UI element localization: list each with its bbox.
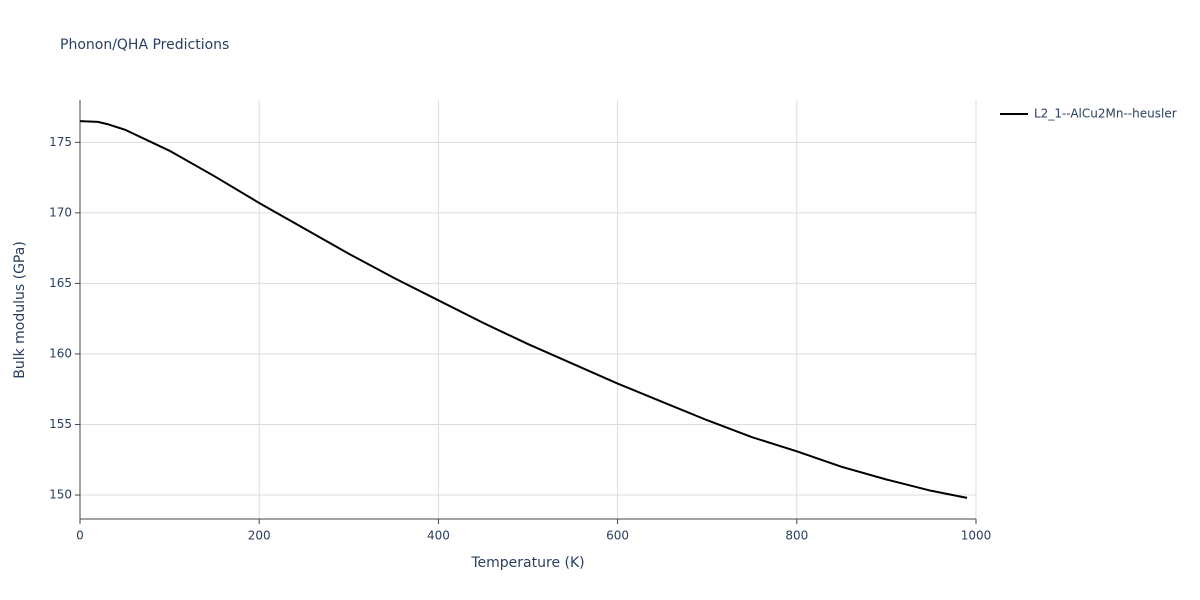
data-line <box>79 120 968 499</box>
x-axis-label: Temperature (K) <box>470 555 584 571</box>
y-tick-label: 160 <box>49 346 72 360</box>
y-tick-label: 155 <box>49 417 72 431</box>
y-tick-label: 170 <box>49 205 72 219</box>
x-tick-label: 0 <box>76 529 84 543</box>
x-tick-label: 800 <box>785 529 808 543</box>
x-tick-label: 200 <box>248 529 271 543</box>
chart-title: Phonon/QHA Predictions <box>60 37 229 53</box>
legend-label: L2_1--AlCu2Mn--heusler <box>1034 107 1177 121</box>
y-tick-label: 150 <box>49 488 72 502</box>
y-tick-label: 175 <box>49 135 72 149</box>
x-tick-label: 400 <box>427 529 450 543</box>
y-tick-label: 165 <box>49 276 72 290</box>
x-tick-label: 600 <box>606 529 629 543</box>
x-tick-label: 1000 <box>961 529 992 543</box>
y-axis-label: Bulk modulus (GPa) <box>12 241 28 379</box>
